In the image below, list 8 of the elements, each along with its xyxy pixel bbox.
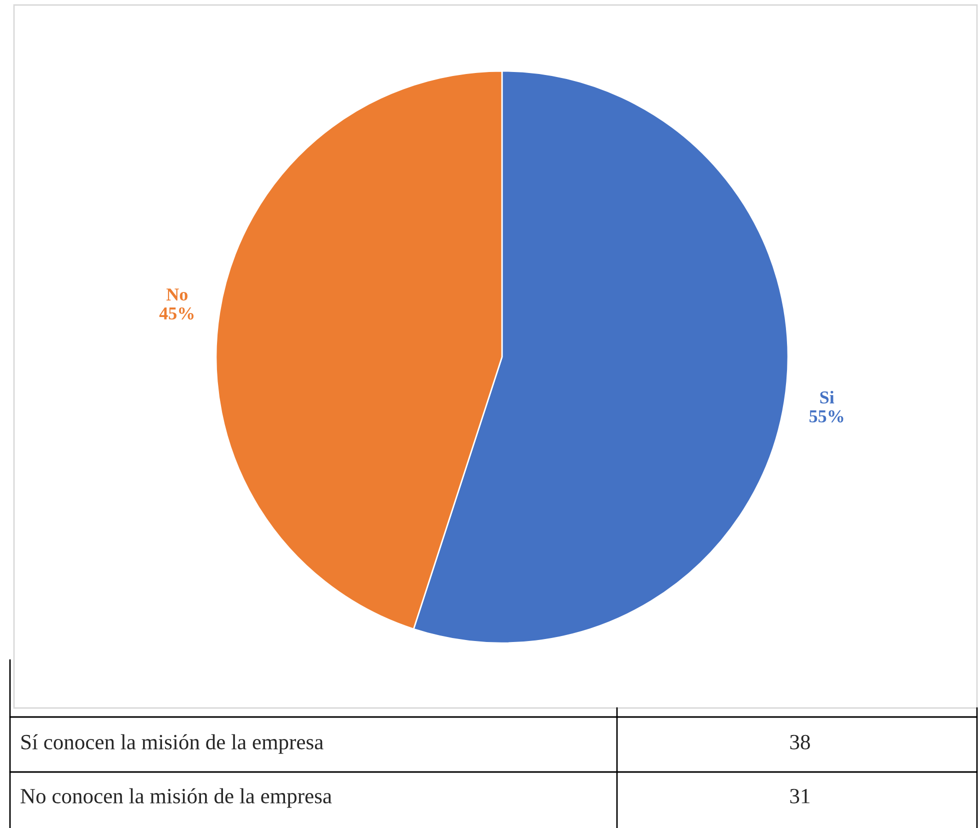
text: 31 xyxy=(790,788,810,804)
text: No conocen la misión de la empresa xyxy=(20,788,332,808)
slice-label: No xyxy=(166,288,188,301)
data-label: 55% xyxy=(810,410,844,422)
text: 38 xyxy=(790,734,810,750)
data-label: 45% xyxy=(159,307,194,320)
slice-label: Si xyxy=(820,390,834,404)
text: Sí conocen la misión de la empresa xyxy=(21,734,324,754)
